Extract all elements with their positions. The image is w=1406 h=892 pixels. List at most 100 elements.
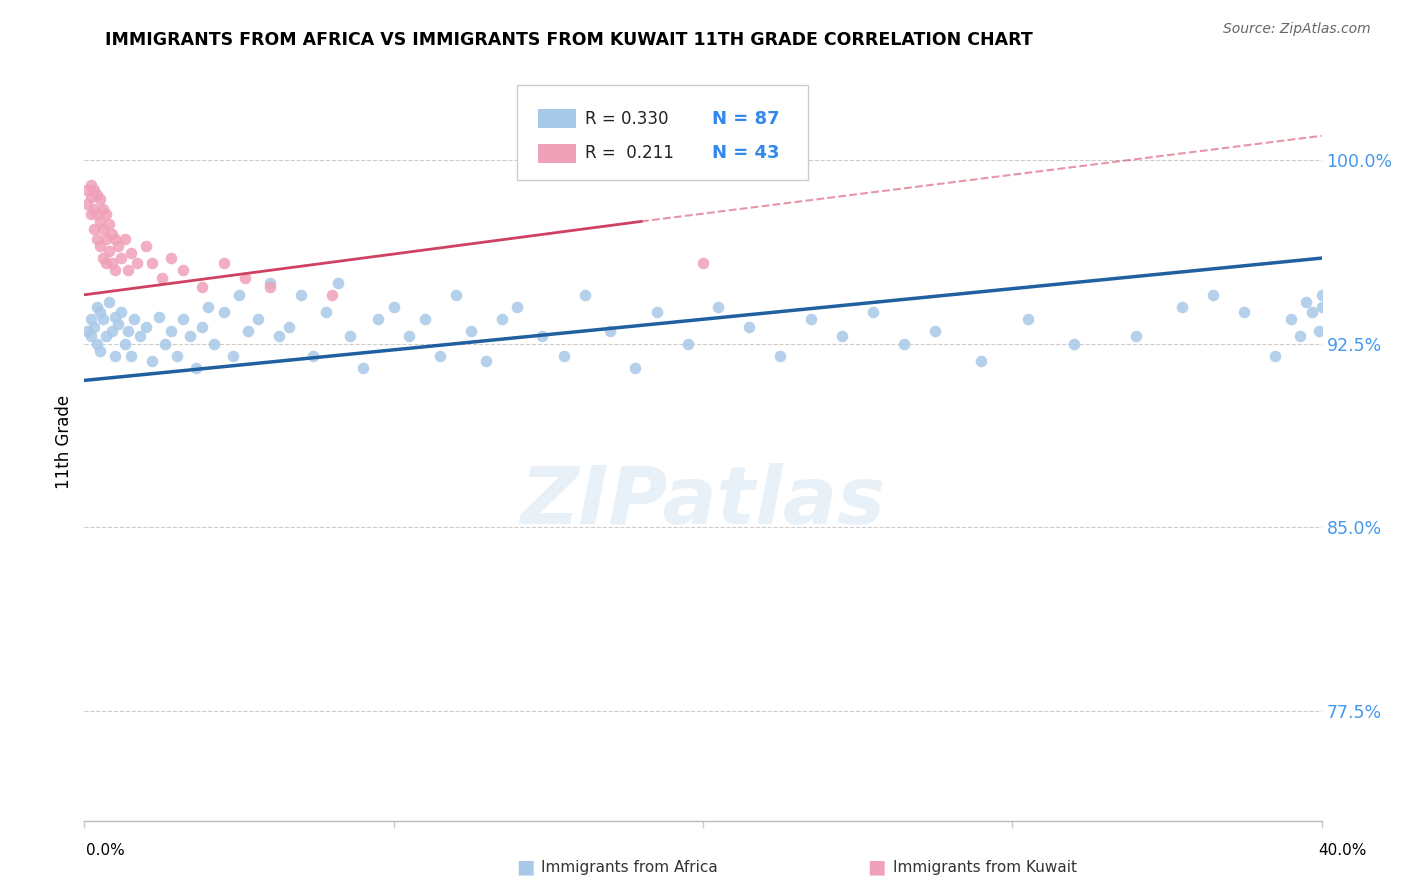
Point (86, 336, 108, 351)
FancyBboxPatch shape (538, 144, 575, 162)
Point (117, 263, 139, 277)
Point (202, 336, 225, 351)
Point (107, 239, 129, 253)
Point (79, 207, 101, 221)
Point (553, 349, 575, 363)
Point (141, 256, 163, 270)
Point (122, 312, 145, 326)
Point (506, 300, 529, 314)
Point (89, 305, 111, 319)
Point (101, 325, 124, 339)
Point (574, 287, 596, 301)
Text: R =  0.211: R = 0.211 (585, 144, 675, 161)
Point (1125, 329, 1147, 343)
Point (94, 207, 117, 221)
Point (160, 251, 183, 265)
Point (269, 329, 291, 343)
Point (104, 231, 127, 245)
Point (277, 319, 299, 334)
Point (1202, 287, 1225, 301)
Point (238, 325, 260, 339)
Point (94, 231, 117, 245)
Point (79, 190, 101, 204)
Point (831, 329, 853, 343)
Point (125, 256, 148, 270)
Point (924, 325, 946, 339)
Point (89, 344, 111, 359)
Text: Source: ZipAtlas.com: Source: ZipAtlas.com (1223, 22, 1371, 37)
Point (624, 361, 647, 376)
Point (101, 227, 124, 241)
Point (83, 202, 105, 217)
Point (76, 183, 98, 197)
Point (86, 187, 108, 202)
Text: 0.0%: 0.0% (86, 843, 125, 858)
Point (645, 305, 668, 319)
Point (246, 312, 269, 326)
Point (367, 312, 389, 326)
Point (1063, 336, 1085, 351)
Point (114, 231, 136, 245)
Point (1308, 325, 1330, 339)
Point (91, 202, 114, 217)
Point (76, 197, 98, 211)
Point (738, 319, 761, 334)
Point (150, 270, 173, 285)
Point (101, 256, 124, 270)
Point (228, 287, 250, 301)
Text: Immigrants from Africa: Immigrants from Africa (541, 860, 718, 874)
Point (460, 325, 482, 339)
Point (1279, 312, 1302, 326)
Point (98, 217, 121, 231)
Point (98, 295, 121, 310)
Point (79, 329, 101, 343)
Point (1171, 300, 1194, 314)
Point (429, 349, 451, 363)
Point (83, 183, 105, 197)
Point (120, 349, 142, 363)
Text: Immigrants from Kuwait: Immigrants from Kuwait (893, 860, 1077, 874)
Point (79, 178, 101, 192)
Point (212, 305, 235, 319)
Point (302, 349, 325, 363)
FancyBboxPatch shape (538, 110, 575, 128)
Point (94, 329, 117, 343)
Point (172, 263, 194, 277)
Point (382, 300, 405, 314)
Point (91, 251, 114, 265)
Point (707, 300, 730, 314)
Point (89, 193, 111, 207)
Point (769, 349, 792, 363)
Point (86, 207, 108, 221)
Point (91, 221, 114, 235)
Point (1264, 349, 1286, 363)
Point (444, 287, 467, 301)
Point (110, 305, 132, 319)
Point (970, 354, 993, 368)
Point (179, 329, 201, 343)
Point (692, 256, 714, 270)
Point (89, 214, 111, 228)
Point (800, 312, 823, 326)
Point (315, 305, 337, 319)
Point (166, 349, 188, 363)
Point (191, 319, 214, 334)
Point (339, 329, 361, 343)
Point (398, 329, 420, 343)
FancyBboxPatch shape (517, 85, 808, 180)
Text: N = 43: N = 43 (711, 144, 779, 161)
Point (1289, 329, 1312, 343)
Point (91, 312, 114, 326)
Point (83, 319, 105, 334)
Point (233, 270, 256, 285)
Point (862, 305, 884, 319)
Point (290, 287, 312, 301)
Text: ■: ■ (868, 857, 886, 877)
Text: N = 87: N = 87 (711, 110, 779, 128)
Point (491, 312, 513, 326)
Point (259, 280, 281, 294)
Point (676, 336, 699, 351)
Point (79, 312, 101, 326)
Text: 40.0%: 40.0% (1319, 843, 1367, 858)
Point (107, 317, 129, 331)
